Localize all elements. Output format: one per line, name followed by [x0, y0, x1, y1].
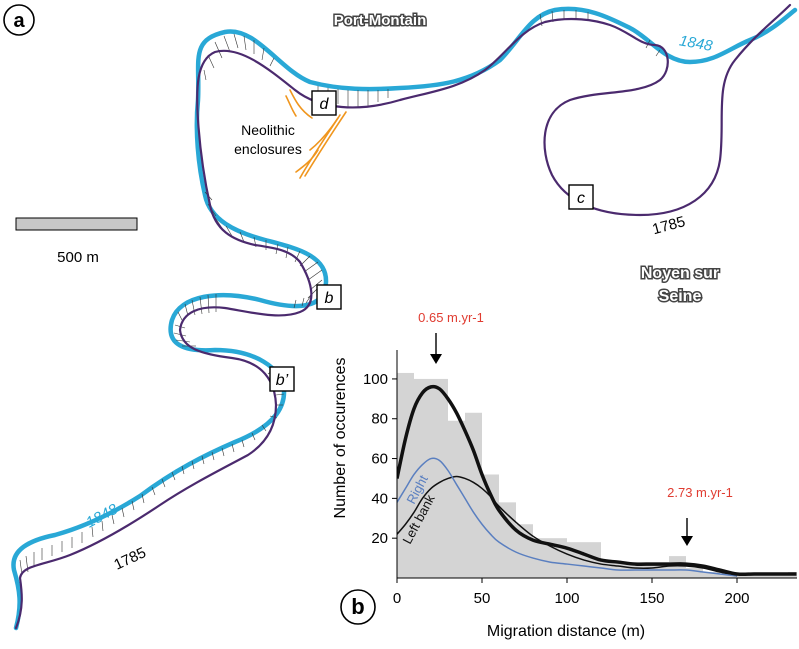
- x-tick-label: 100: [554, 590, 579, 607]
- density-curves: [397, 384, 797, 577]
- x-axis-label: Migration distance (m): [487, 623, 645, 640]
- density-curve-1: [397, 457, 738, 577]
- scale-label: 500 m: [57, 249, 99, 266]
- histogram-bar: [499, 502, 516, 578]
- neolithic-label-line2: enclosures: [234, 141, 302, 157]
- box-b-prime-label: b’: [276, 372, 289, 389]
- density-curve-0: [397, 384, 797, 577]
- place-noyen-line1: Noyen sur: [641, 265, 719, 282]
- panel-a-label: a: [13, 10, 25, 32]
- histogram-bar: [533, 538, 550, 578]
- histogram-bar: [720, 574, 737, 578]
- histogram-bar: [414, 378, 431, 578]
- annotation-arrow-1: [430, 333, 442, 364]
- place-noyen-line2: Seine: [659, 288, 702, 305]
- x-tick-label: 200: [724, 590, 749, 607]
- year-1785-top: 1785: [651, 213, 688, 238]
- histogram-bar: [686, 568, 703, 578]
- histogram-bar: [703, 572, 720, 578]
- neolithic-label-line1: Neolithic: [241, 122, 295, 138]
- histogram-bar: [448, 420, 465, 578]
- x-tick-label: 50: [474, 590, 491, 607]
- river-1848: [11, 6, 798, 631]
- histogram-panel: 0 50 100 150 200 20 40 60 80 100 Migration dista…: [332, 310, 797, 640]
- y-ticks: 20 40 60 80 100: [363, 371, 397, 547]
- x-tick-label: 150: [639, 590, 664, 607]
- panel-b-badge: [340, 589, 376, 625]
- density-curve-2: [397, 475, 738, 577]
- annotation-arrow-2: [681, 518, 693, 546]
- year-1848-top: 1848: [678, 32, 714, 55]
- annotation-rate-2: 2.73 m.yr-1: [667, 485, 733, 500]
- hatch-marks: [19, 10, 661, 576]
- y-tick-label: 20: [371, 530, 388, 547]
- histogram-bar: [669, 556, 686, 578]
- x-tick-label: 0: [393, 590, 401, 607]
- box-b: b: [316, 284, 342, 310]
- place-port-montain: Port-Montain: [334, 12, 426, 29]
- box-c-label: c: [577, 190, 585, 207]
- histogram-bar: [737, 574, 754, 578]
- river-1785: [14, 3, 792, 630]
- box-d: d: [311, 90, 337, 116]
- histogram-bar: [397, 372, 414, 578]
- box-b-prime: b’: [269, 366, 295, 392]
- histogram-bar: [754, 574, 771, 578]
- y-tick-label: 100: [363, 371, 388, 388]
- y-tick-label: 80: [371, 411, 388, 428]
- histogram-bar: [465, 412, 482, 578]
- y-axis-label: Number of occurences: [332, 358, 349, 519]
- y-tick-label: 60: [371, 451, 388, 468]
- y-tick-label: 40: [371, 490, 388, 507]
- year-1785-bottom: 1785: [111, 544, 148, 574]
- histogram-bar: [584, 542, 601, 578]
- histogram-bar: [771, 574, 788, 578]
- panel-a-badge: [3, 4, 35, 36]
- neolithic-enclosures: [285, 89, 347, 179]
- year-1848-bottom: 1848: [83, 500, 121, 531]
- box-b-label: b: [325, 290, 334, 307]
- x-ticks: 0 50 100 150 200: [393, 578, 750, 607]
- annotation-rate-1: 0.65 m.yr-1: [418, 310, 484, 325]
- box-c: c: [568, 184, 594, 210]
- panel-b-label: b: [351, 594, 364, 619]
- box-d-label: d: [320, 96, 330, 113]
- scale-bar: [15, 217, 138, 231]
- histogram-bars: [397, 372, 797, 578]
- histogram-bar: [431, 378, 448, 578]
